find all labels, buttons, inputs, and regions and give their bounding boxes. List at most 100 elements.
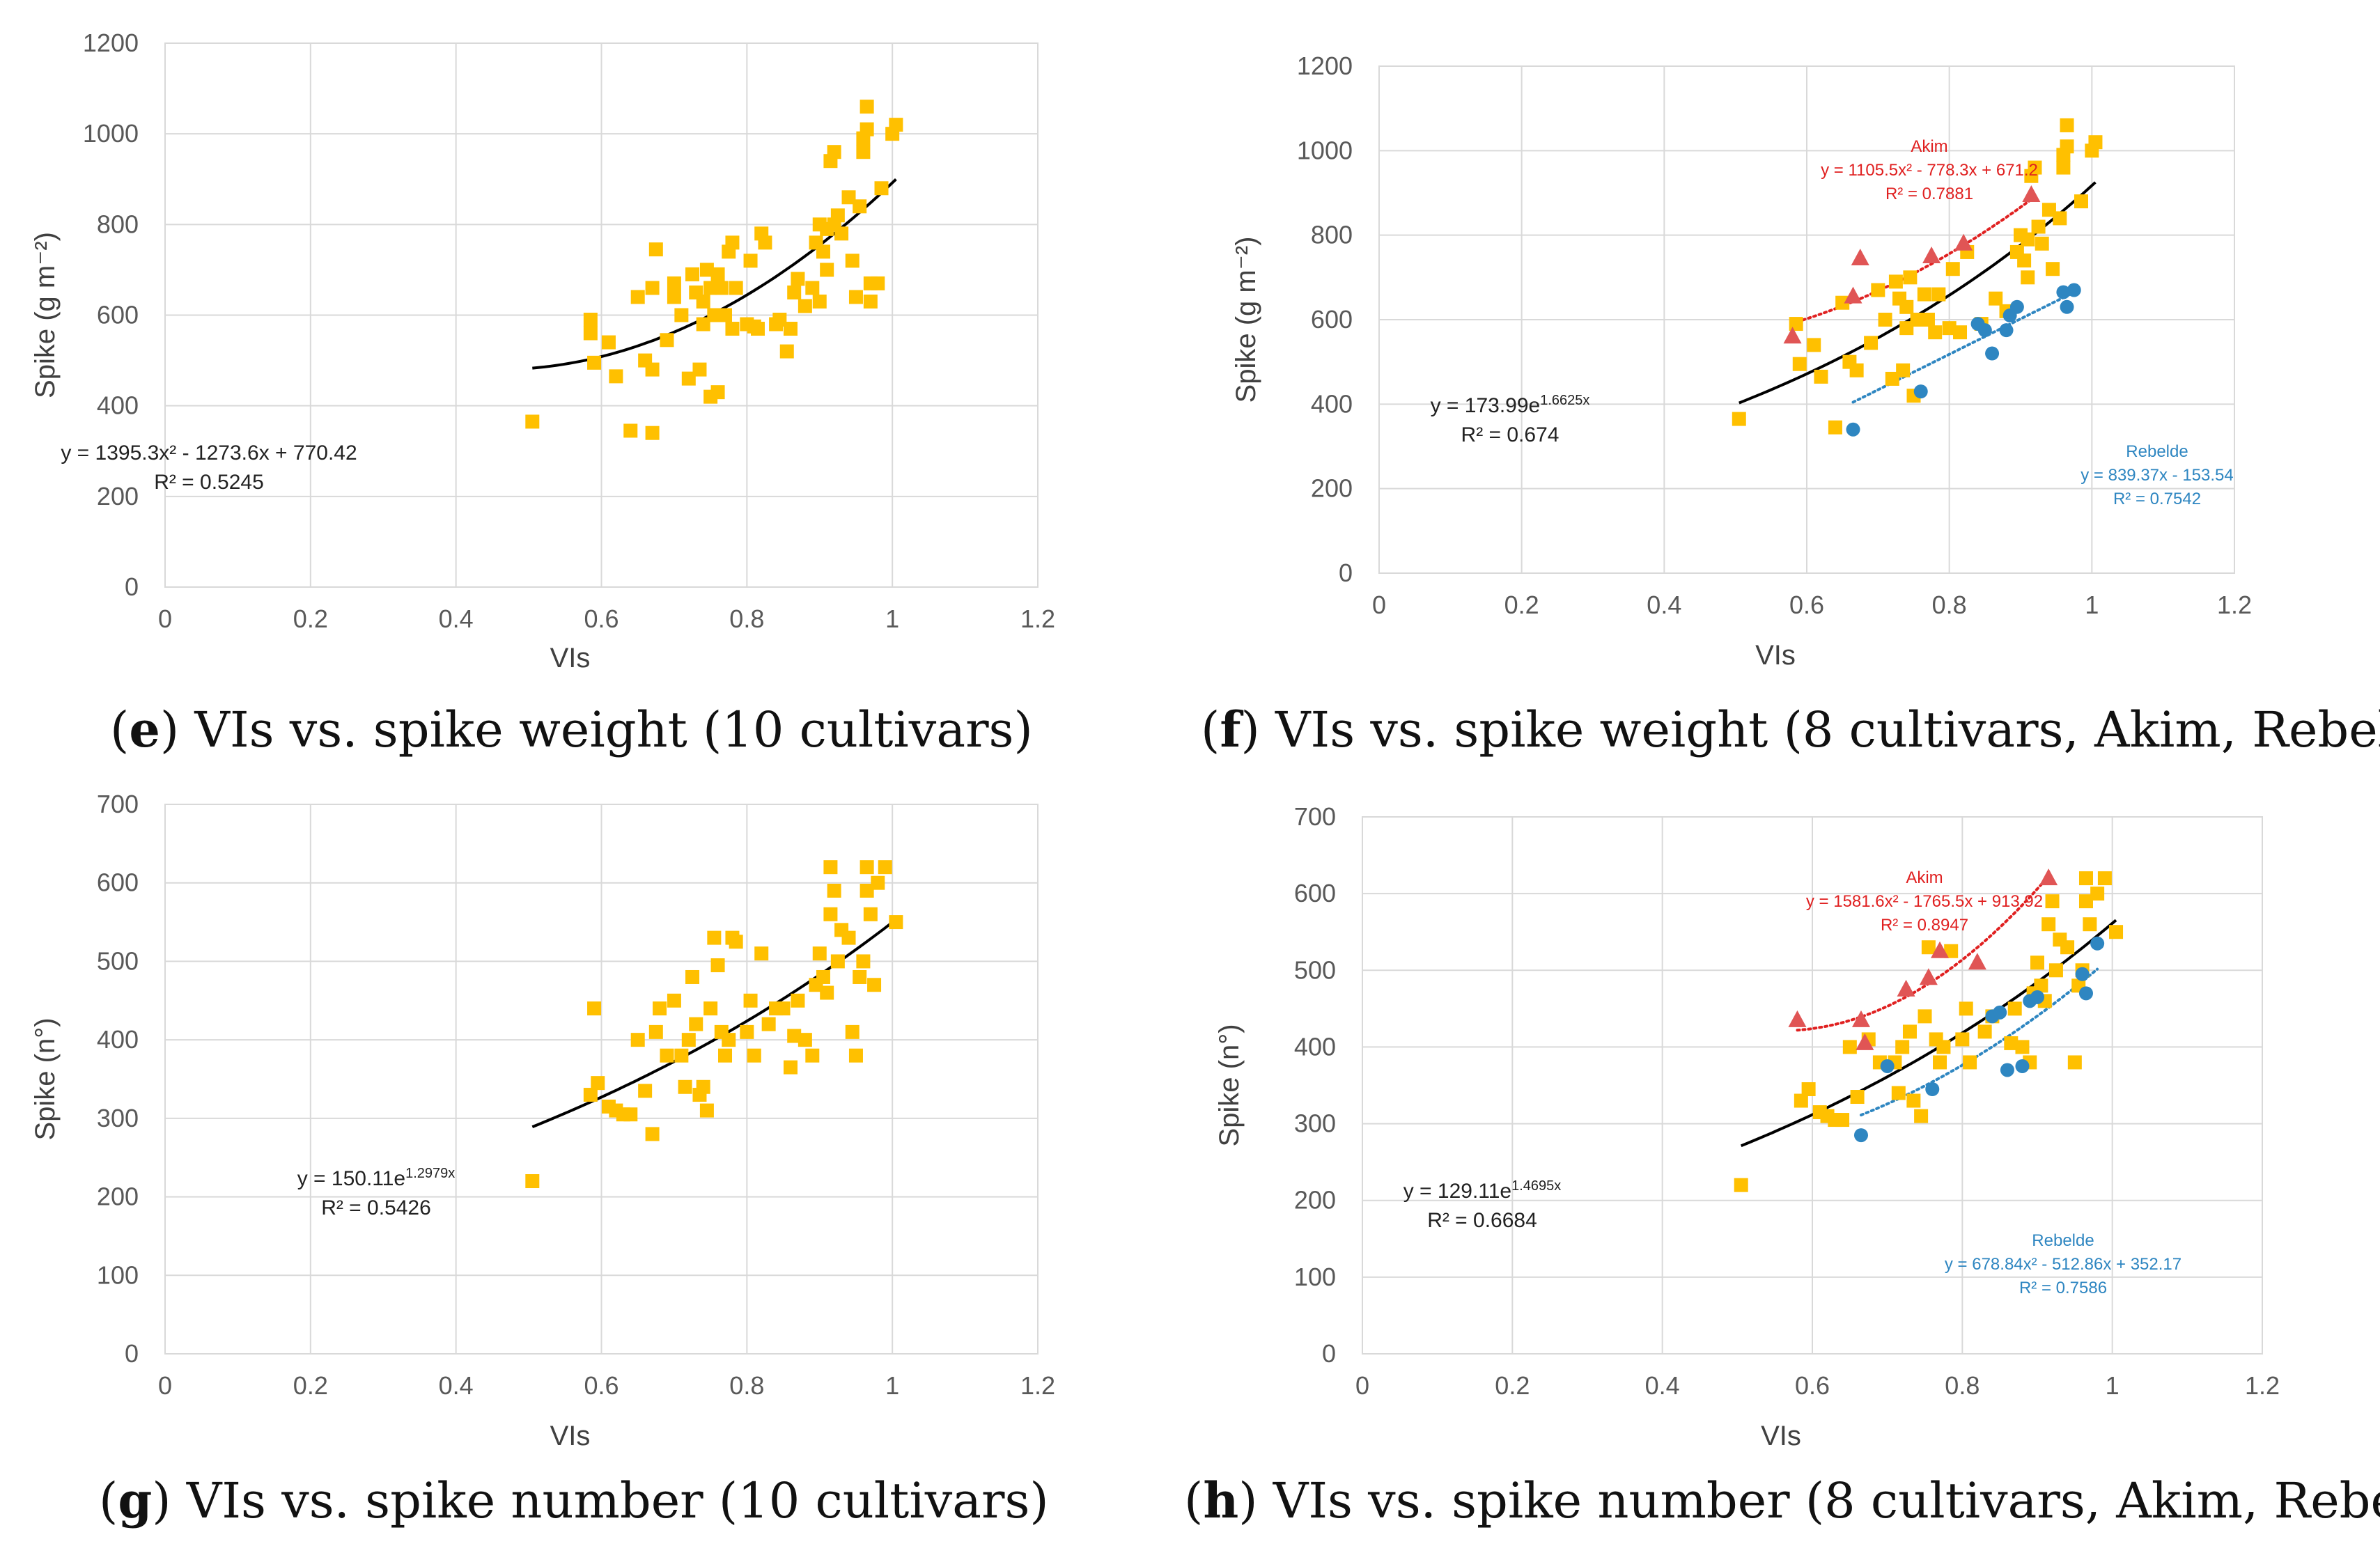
x-tick-label: 0.2 <box>293 1371 328 1400</box>
data-point-square <box>871 875 885 890</box>
data-point-square <box>2021 270 2035 285</box>
data-point-square <box>710 267 725 281</box>
x-tick-label: 0.8 <box>1932 591 1967 619</box>
data-point-square <box>798 299 812 313</box>
data-point-square <box>2035 236 2049 251</box>
data-point-square <box>707 308 722 322</box>
data-point-square <box>860 122 874 136</box>
data-point-square <box>707 930 722 945</box>
data-point-circle <box>2090 936 2105 951</box>
y-tick-label: 300 <box>1294 1109 1336 1138</box>
data-point-square <box>1835 1113 1850 1127</box>
data-point-square <box>740 1024 754 1039</box>
data-point-square <box>2078 894 2093 909</box>
data-point-square <box>645 426 660 440</box>
data-point-square <box>1850 1090 1865 1105</box>
trendline-equation: y = 678.84x² - 512.86x + 352.17 <box>1945 1255 2181 1274</box>
data-point-circle <box>1977 323 1992 338</box>
data-point-square <box>798 1033 812 1047</box>
y-tick-label: 100 <box>1294 1263 1336 1291</box>
data-point-square <box>1977 1024 1992 1039</box>
caption-letter: f <box>1220 701 1241 758</box>
chart-panel-h: 0 0.2 0.4 0.6 0.8 1 1.2 0 100 200 300 400 500 600 700 V… <box>1184 773 2380 1553</box>
data-point-square <box>1814 369 1828 384</box>
caption-e: (e) VIs vs. spike weight (10 cultivars) <box>110 701 1033 758</box>
data-point-square <box>681 1033 696 1047</box>
x-axis-label: VIs <box>1761 1421 1801 1451</box>
caption-text: ) VIs vs. spike weight (10 cultivars) <box>160 701 1033 758</box>
y-axis-label: Spike (n°) <box>1214 1024 1245 1146</box>
data-point-square <box>1955 1032 1970 1047</box>
data-point-square <box>860 883 874 898</box>
data-point-square <box>648 1024 663 1039</box>
data-point-square <box>1928 325 1943 340</box>
data-point-circle <box>2056 285 2071 299</box>
chart-e: 0 0.2 0.4 0.6 0.8 1 1.2 0 200 400 600 800 1000 1200 VI… <box>30 29 1055 673</box>
data-point-square <box>2097 871 2112 886</box>
data-point-square <box>783 1060 798 1075</box>
y-tick-label: 500 <box>1294 955 1336 984</box>
data-point-square <box>860 100 874 114</box>
x-tick-label: 1 <box>2106 1371 2120 1400</box>
data-point-square <box>816 244 830 259</box>
trendline-equation: y = 839.37x - 153.54 <box>2080 466 2234 485</box>
data-point-square <box>2090 887 2105 901</box>
data-point-square <box>776 1001 791 1016</box>
data-point-square <box>1903 270 1918 285</box>
data-point-square <box>878 860 892 875</box>
data-point-square <box>1835 295 1850 310</box>
data-point-square <box>889 915 903 930</box>
data-point-square <box>1942 321 1957 336</box>
chart-panel-e: 0 0.2 0.4 0.6 0.8 1 1.2 0 200 400 600 800 1000 1200 VI… <box>0 0 1184 766</box>
data-point-circle <box>1999 323 2014 338</box>
y-tick-label: 0 <box>1322 1339 1336 1368</box>
data-point-square <box>722 1033 736 1047</box>
data-point-square <box>685 969 700 984</box>
x-tick-label: 0.4 <box>1645 1371 1680 1400</box>
caption-letter: g <box>118 1472 153 1529</box>
data-point-square <box>805 1048 820 1063</box>
data-point-square <box>2028 160 2042 175</box>
data-point-triangle <box>1851 1010 1870 1027</box>
y-tick-label: 600 <box>1294 879 1336 907</box>
x-tick-label: 0 <box>1355 1371 1369 1400</box>
data-point-square <box>1902 1024 1917 1039</box>
x-tick-label: 0.4 <box>439 604 474 633</box>
x-tick-label: 1.2 <box>1020 1371 1055 1400</box>
data-point-square <box>1878 313 1892 327</box>
data-point-square <box>830 954 845 969</box>
data-point-circle <box>1993 1005 2007 1020</box>
data-point-circle <box>1853 1128 1868 1143</box>
data-point-square <box>2021 232 2035 247</box>
trendline-title: Akim <box>1911 137 1947 156</box>
caption-letter: e <box>129 701 160 758</box>
data-point-triangle <box>1844 286 1862 304</box>
trendline-r2: R² = 0.7586 <box>2019 1279 2107 1297</box>
data-point-square <box>696 1079 710 1094</box>
x-axis-label: VIs <box>1755 640 1796 671</box>
trendline-r2: R² = 0.5245 <box>154 471 264 494</box>
caption-text: ) VIs vs. spike number (8 cultivars, Aki… <box>1238 1472 2380 1529</box>
y-tick-label: 800 <box>1311 221 1353 249</box>
data-point-square <box>630 290 645 304</box>
data-point-square <box>2045 894 2060 909</box>
data-point-square <box>827 145 841 159</box>
y-tick-label: 1000 <box>1297 136 1353 164</box>
data-point-square <box>1871 283 1885 297</box>
trendline-r2: R² = 0.5426 <box>321 1196 431 1219</box>
trendline-equation: y = 1581.6x² - 1765.5x + 913.92 <box>1806 892 2043 911</box>
data-point-triangle <box>1851 249 1869 266</box>
data-point-circle <box>1985 346 2000 361</box>
data-point-square <box>729 281 743 295</box>
x-tick-label: 1 <box>885 604 899 633</box>
x-tick-label: 0.2 <box>293 604 328 633</box>
data-point-square <box>2046 262 2060 276</box>
data-point-square <box>653 1001 667 1016</box>
data-point-square <box>1885 371 1899 386</box>
data-point-square <box>674 1048 689 1063</box>
data-point-square <box>750 322 765 336</box>
data-point-square <box>2083 917 2097 932</box>
x-tick-label: 0.4 <box>439 1371 474 1400</box>
data-point-square <box>667 276 681 290</box>
data-point-square <box>2060 139 2074 154</box>
